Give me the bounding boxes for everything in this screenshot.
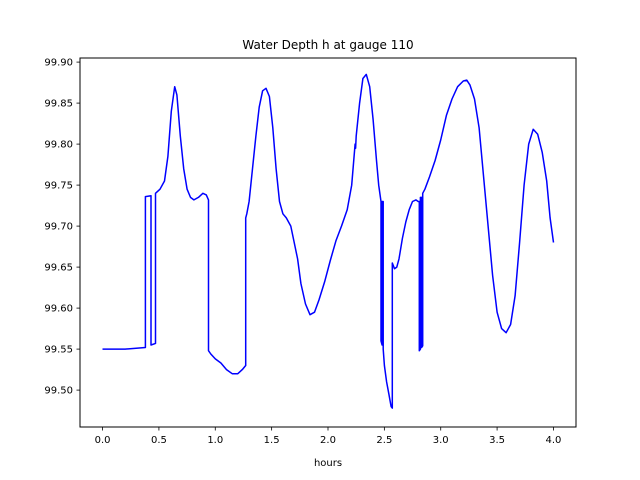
- x-tick-label: 0.0: [95, 435, 111, 446]
- x-tick-label: 4.0: [546, 435, 562, 446]
- x-tick-label: 3.5: [489, 435, 505, 446]
- y-tick-label: 99.50: [44, 386, 73, 397]
- x-tick-label: 3.0: [433, 435, 449, 446]
- x-tick-label: 1.0: [207, 435, 223, 446]
- y-tick-label: 99.70: [44, 222, 73, 233]
- x-tick-label: 0.5: [151, 435, 167, 446]
- y-tick-label: 99.90: [44, 58, 73, 69]
- x-tick-label: 2.5: [376, 435, 392, 446]
- y-tick-label: 99.55: [44, 345, 73, 356]
- x-tick-label: 1.5: [264, 435, 280, 446]
- y-tick-label: 99.65: [44, 263, 73, 274]
- y-tick-label: 99.80: [44, 140, 73, 151]
- y-tick-label: 99.75: [44, 181, 73, 192]
- y-axis: 99.50 99.55 99.60 99.65 99.70 99.75 99.80 99.85…: [44, 58, 80, 397]
- series-line: [102, 73, 555, 409]
- x-axis: 0.0 0.5 1.0 1.5 2.0 2.5 3.0 3.5 4.0: [95, 427, 562, 446]
- x-tick-label: 2.0: [320, 435, 336, 446]
- x-axis-label: hours: [314, 458, 342, 469]
- chart-title: Water Depth h at gauge 110: [242, 38, 413, 52]
- y-tick-label: 99.85: [44, 99, 73, 110]
- y-tick-label: 99.60: [44, 304, 73, 315]
- plot-area: [102, 73, 555, 409]
